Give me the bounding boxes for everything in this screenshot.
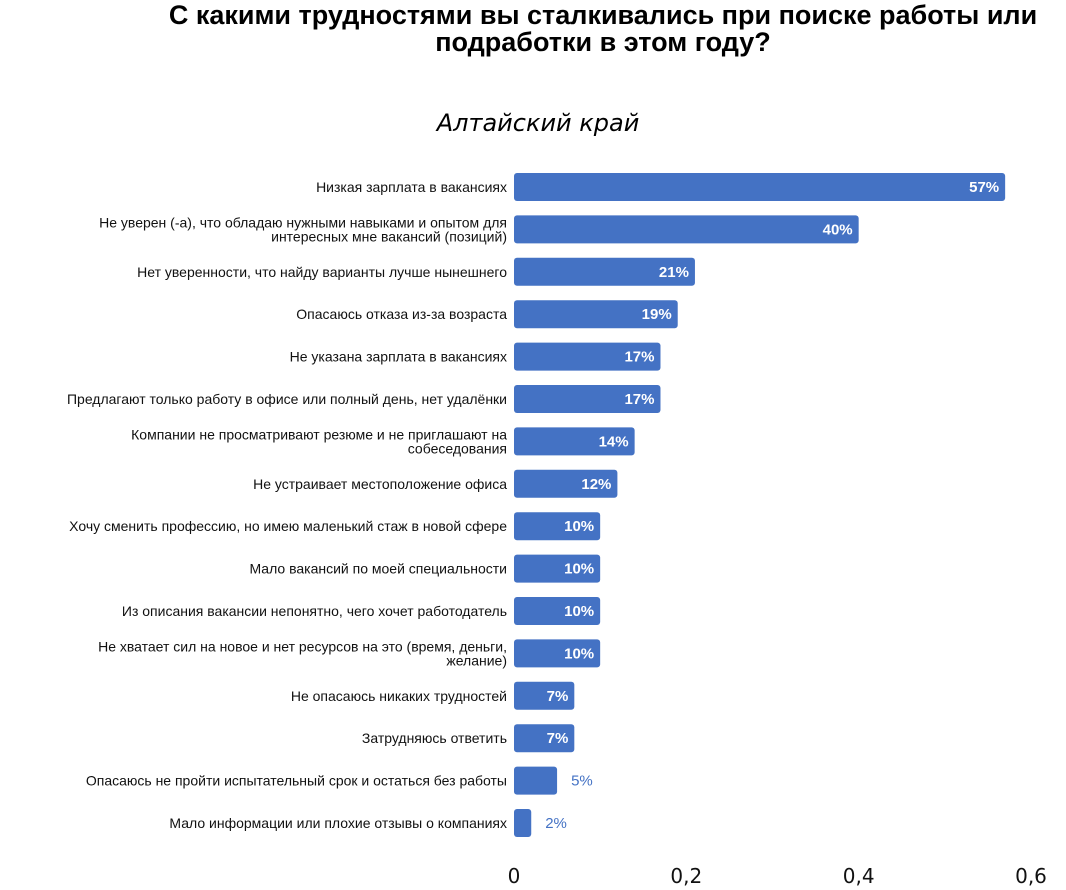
data-label: 10% [564,645,594,662]
category-label: Не хватает сил на новое и нет ресурсов н… [98,638,507,668]
data-label: 17% [624,391,654,408]
bar [514,385,661,413]
data-label: 19% [642,306,672,323]
category-label: Низкая зарплата в вакансиях [316,179,507,195]
chart-title-line-2: подработки в этом году? [435,27,771,57]
category-label: Нет уверенности, что найду варианты лучш… [137,264,507,280]
category-label: Не устраивает местоположение офиса [253,476,507,492]
category-label: Опасаюсь отказа из-за возраста [296,306,507,322]
data-label: 5% [571,773,593,790]
data-label: 10% [564,518,594,535]
bar [514,512,601,541]
bars-group [514,173,1006,837]
category-label: Предлагают только работу в офисе или пол… [67,391,507,407]
chart-title: С какими трудностями вы сталкивались при… [169,0,1037,30]
bar [514,215,859,244]
category-label: Опасаюсь не пройти испытательный срок и … [86,773,507,789]
x-axis-ticks: 0 0,2 0,4 0,6 [508,864,1047,888]
x-tick-label: 0,4 [843,864,875,888]
x-tick-label: 0,2 [670,864,702,888]
value-labels: 57% 40% 21% 19% 17% 17% 14% 12% 10% 10% 10% 10% 7% 7%… [545,179,999,832]
bar [514,173,1006,201]
data-label: 17% [624,349,654,366]
category-label: Мало информации или плохие отзывы о комп… [169,815,507,831]
bar [514,342,661,371]
category-label: Мало вакансий по моей специальности [249,561,507,577]
data-label: 12% [581,476,611,493]
x-tick-label: 0,6 [1015,864,1047,888]
data-label: 2% [545,815,567,832]
bar [514,554,601,583]
data-label: 21% [659,264,689,281]
data-label: 14% [599,433,629,450]
category-label: Компании не просматривают резюме и не пр… [131,426,507,456]
bar [514,809,532,837]
category-label: Не опасаюсь никаких трудностей [291,688,507,704]
category-label: Не указана зарплата в вакансиях [290,349,507,365]
data-label: 10% [564,561,594,578]
bar [514,724,575,753]
bar [514,427,635,456]
category-label: Затрудняюсь ответить [362,730,507,746]
bar [514,300,678,329]
category-labels: Низкая зарплата в вакансиях Не уверен (-а… [67,179,507,831]
bar [514,597,601,625]
data-label: 40% [823,221,853,238]
data-label: 7% [547,730,569,747]
data-label: 57% [969,179,999,196]
category-label: Не уверен (-а), что обладаю нужными навы… [99,214,507,244]
x-tick-label: 0 [508,864,521,888]
chart-subtitle: Алтайский край [435,109,640,137]
bar [514,766,558,795]
bar [514,257,695,286]
category-label: Хочу сменить профессию, но имею маленьки… [69,518,507,534]
bar [514,469,618,498]
bar [514,681,575,710]
bar [514,639,601,668]
data-label: 7% [547,688,569,705]
category-label: Из описания вакансии непонятно, чего хоч… [122,603,507,619]
data-label: 10% [564,603,594,620]
